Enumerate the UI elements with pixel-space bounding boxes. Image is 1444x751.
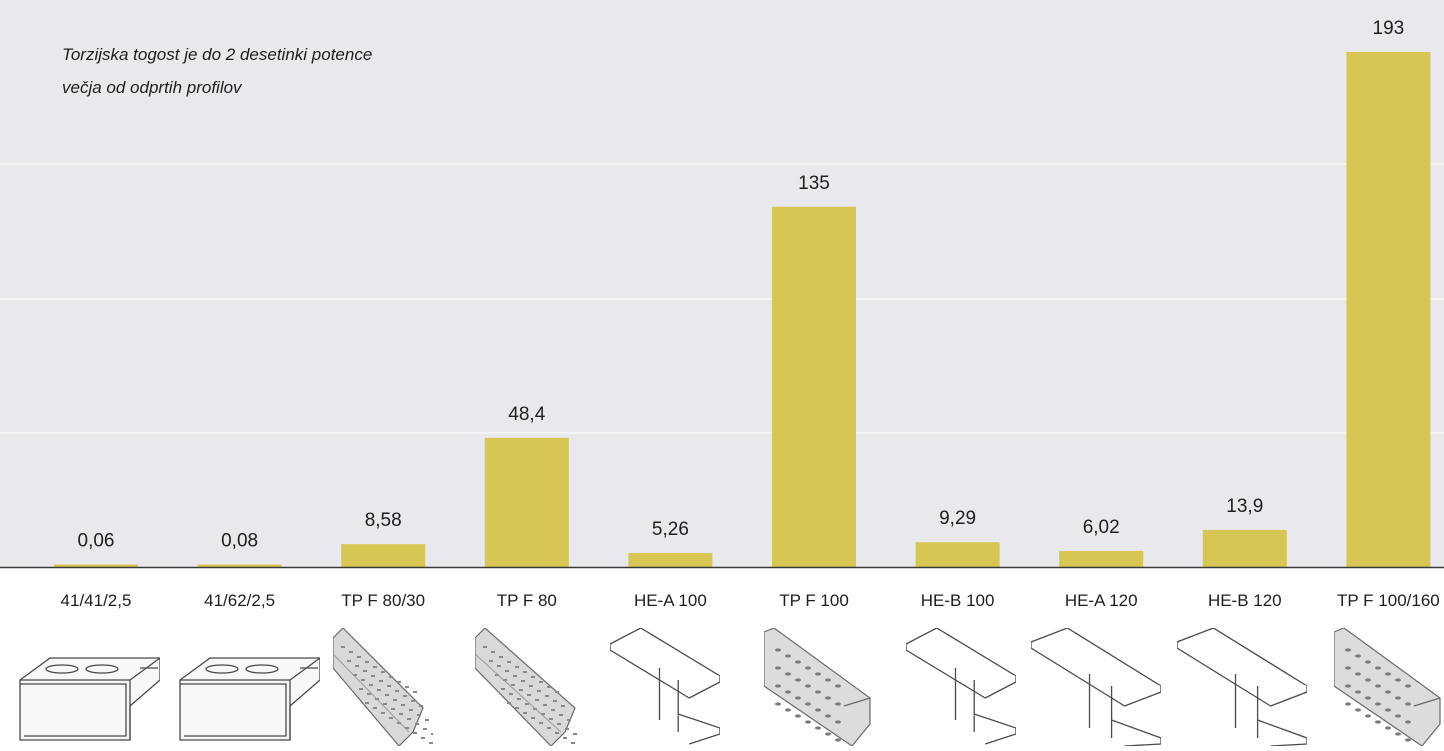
bar [341,544,426,567]
chart-title-line-2: večja od odprtih profilov [62,78,242,97]
category-label: TP F 80 [497,591,557,610]
category-label: TP F 100/160 [1337,591,1440,610]
bar [484,437,569,567]
data-label: 8,58 [365,510,402,531]
c-channel-slotted-icon [10,628,161,751]
category-label: 41/62/2,5 [204,591,275,610]
bar [915,542,1000,567]
data-label: 5,26 [652,519,689,540]
category-label: 41/41/2,5 [61,591,132,610]
i-beam-wide-icon [1176,627,1308,751]
category-label: HE-A 100 [634,591,707,610]
perforated-channel-icon [332,627,442,751]
category-label: HE-A 120 [1065,591,1138,610]
data-label: 193 [1373,18,1405,39]
bar [54,564,138,567]
plot-area: Torzijska togost je do 2 desetinki poten… [0,0,1444,567]
perforated-box-channel-icon [1333,627,1444,751]
data-label: 6,02 [1083,517,1120,538]
chart-title: Torzijska togost je do 2 desetinki poten… [62,38,482,104]
c-channel-slotted-deep-icon [170,628,321,751]
category-label: TP F 100 [779,591,849,610]
chart-title-line-1: Torzijska togost je do 2 desetinki poten… [62,45,373,64]
data-label: 9,29 [939,508,976,529]
i-beam-wide-icon [1030,627,1162,751]
category-label: HE-B 100 [921,591,995,610]
bar [1346,52,1431,567]
bar [197,564,282,567]
bar [1202,529,1287,567]
category-label: HE-B 120 [1208,591,1282,610]
perforated-box-channel-icon [763,627,874,751]
data-label: 135 [798,173,830,194]
bar [1059,550,1144,567]
bar [772,206,856,567]
data-label: 13,9 [1226,496,1263,517]
bar-chart: 0,06 41/41/2,5 0,08 41/62/2,5 8,58 TP F 80/30… [0,18,1444,610]
i-beam-icon [904,627,1017,751]
perforated-channel-large-icon [474,627,585,751]
data-label: 0,08 [221,531,258,552]
data-label: 48,4 [508,404,545,425]
profile-icons-row [0,627,1444,749]
category-label: TP F 80/30 [341,591,425,610]
data-label: 0,06 [78,531,115,552]
bar [628,552,713,567]
i-beam-icon [609,627,722,751]
